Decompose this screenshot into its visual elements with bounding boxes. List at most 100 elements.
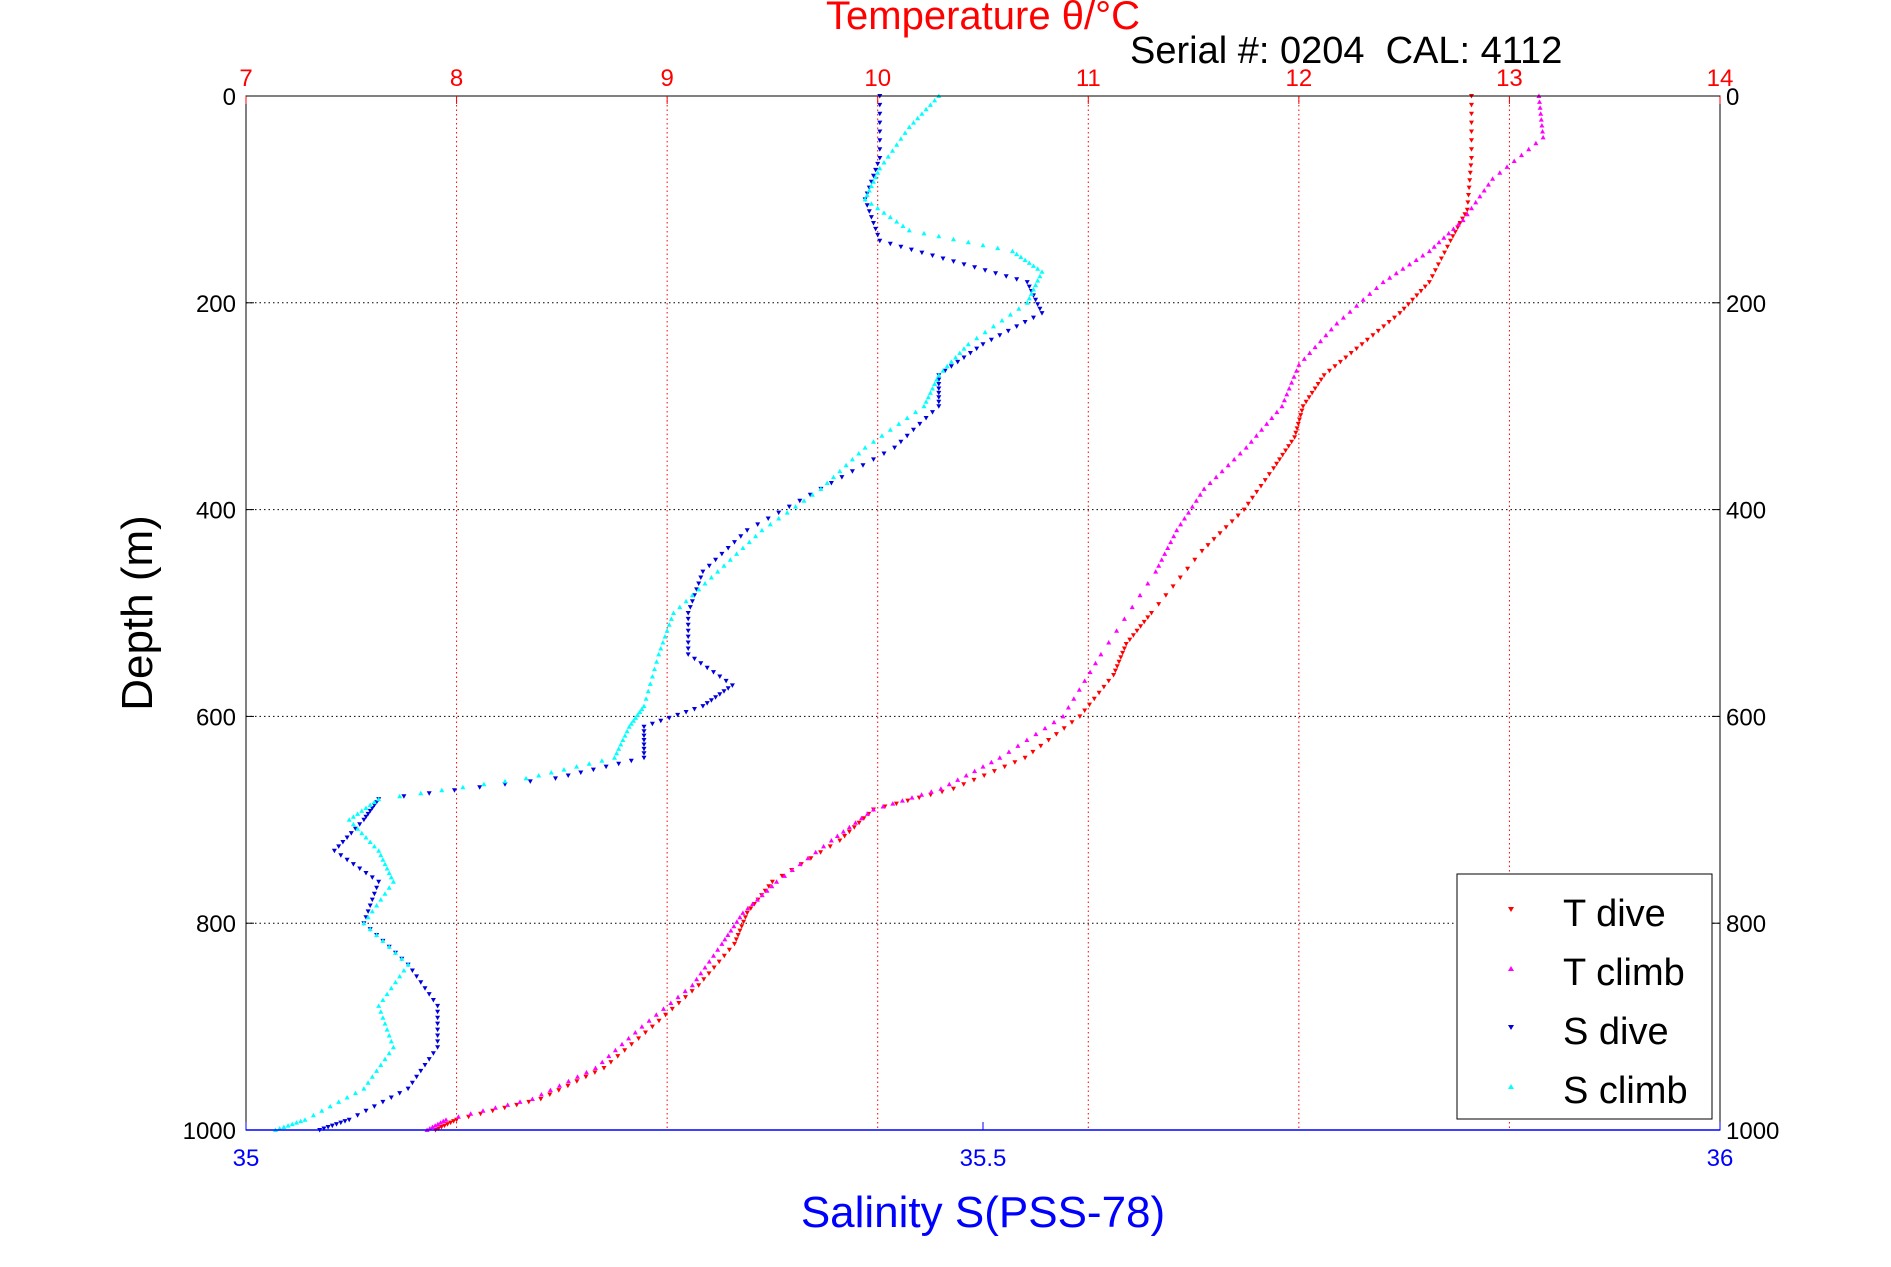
data-point — [1360, 297, 1366, 302]
data-point — [1420, 253, 1426, 258]
data-point — [1035, 266, 1041, 271]
data-point — [436, 1126, 441, 1131]
data-point — [448, 1120, 454, 1126]
data-point — [868, 201, 874, 206]
data-point — [393, 950, 398, 955]
data-point — [1286, 386, 1292, 391]
data-point — [885, 154, 891, 159]
data-point — [1039, 269, 1045, 274]
data-point — [1392, 315, 1397, 321]
data-point — [388, 874, 394, 880]
data-point — [1469, 138, 1474, 143]
data-point — [1294, 368, 1299, 373]
data-point — [759, 892, 765, 898]
data-point — [624, 728, 630, 734]
data-point — [1014, 277, 1020, 282]
data-point — [1466, 193, 1471, 198]
data-point — [1189, 504, 1195, 509]
data-point — [371, 843, 377, 849]
data-point — [382, 1056, 388, 1062]
data-point — [925, 394, 931, 400]
data-point — [367, 926, 373, 932]
data-point — [455, 1114, 461, 1119]
data-point — [877, 120, 883, 126]
data-point — [988, 337, 994, 343]
y-axis-tick-label-right: 200 — [1726, 291, 1766, 318]
data-point — [418, 980, 424, 985]
data-point — [1381, 324, 1387, 329]
data-point — [371, 803, 377, 808]
data-point — [363, 814, 369, 820]
data-point — [813, 849, 819, 855]
y-axis-tick-label: 400 — [196, 498, 236, 525]
data-point — [1271, 466, 1277, 471]
data-point — [1182, 516, 1187, 521]
data-point — [632, 1030, 638, 1035]
data-point — [378, 1062, 384, 1067]
data-point — [556, 1088, 562, 1093]
data-point — [682, 988, 688, 994]
data-point — [1007, 312, 1013, 317]
data-point — [894, 219, 900, 224]
data-point — [369, 908, 375, 914]
data-point — [439, 1125, 444, 1130]
data-point — [930, 410, 935, 415]
data-point — [1337, 359, 1343, 365]
data-point — [877, 156, 883, 161]
data-point — [735, 933, 741, 938]
data-point — [1026, 295, 1032, 301]
data-point — [1037, 306, 1043, 312]
data-point — [866, 209, 872, 214]
data-point — [746, 539, 752, 545]
data-point — [414, 974, 420, 979]
data-point — [1235, 513, 1241, 518]
data-point — [675, 712, 681, 718]
data-point — [1540, 134, 1546, 140]
data-point — [871, 221, 876, 226]
data-point — [704, 701, 710, 706]
data-point — [334, 1122, 339, 1127]
data-point — [905, 798, 911, 804]
data-point — [1082, 708, 1088, 713]
data-point — [1431, 244, 1437, 249]
data-point — [911, 427, 916, 433]
data-point — [390, 879, 396, 884]
data-point — [685, 611, 691, 616]
legend-marker-s-dive — [1508, 1025, 1514, 1030]
data-point — [881, 160, 887, 165]
data-point — [921, 403, 927, 409]
data-point — [1038, 743, 1044, 749]
data-point — [685, 628, 691, 634]
data-point — [972, 768, 978, 774]
data-point — [435, 1039, 441, 1044]
data-point — [663, 1012, 669, 1018]
data-point — [1469, 102, 1474, 108]
data-point — [1264, 421, 1270, 426]
data-point — [1111, 673, 1117, 678]
data-point — [936, 390, 942, 396]
data-point — [593, 1065, 598, 1070]
data-point — [1432, 268, 1438, 273]
data-point — [1435, 262, 1441, 267]
data-point — [365, 1080, 371, 1085]
data-point — [615, 1054, 621, 1059]
data-point — [384, 991, 390, 997]
data-point — [388, 1038, 394, 1044]
data-point — [701, 977, 707, 982]
data-point — [877, 111, 883, 117]
data-point — [654, 659, 660, 664]
data-point — [936, 233, 942, 239]
data-point — [1219, 468, 1225, 474]
data-point — [916, 795, 922, 801]
data-point — [896, 421, 902, 426]
data-point — [862, 196, 868, 202]
data-point — [972, 265, 978, 270]
data-point — [668, 616, 674, 621]
data-point — [601, 1066, 607, 1071]
data-point — [382, 891, 388, 896]
data-point — [856, 451, 862, 456]
data-point — [1026, 284, 1032, 290]
data-point — [369, 875, 375, 880]
data-point — [636, 1036, 642, 1041]
